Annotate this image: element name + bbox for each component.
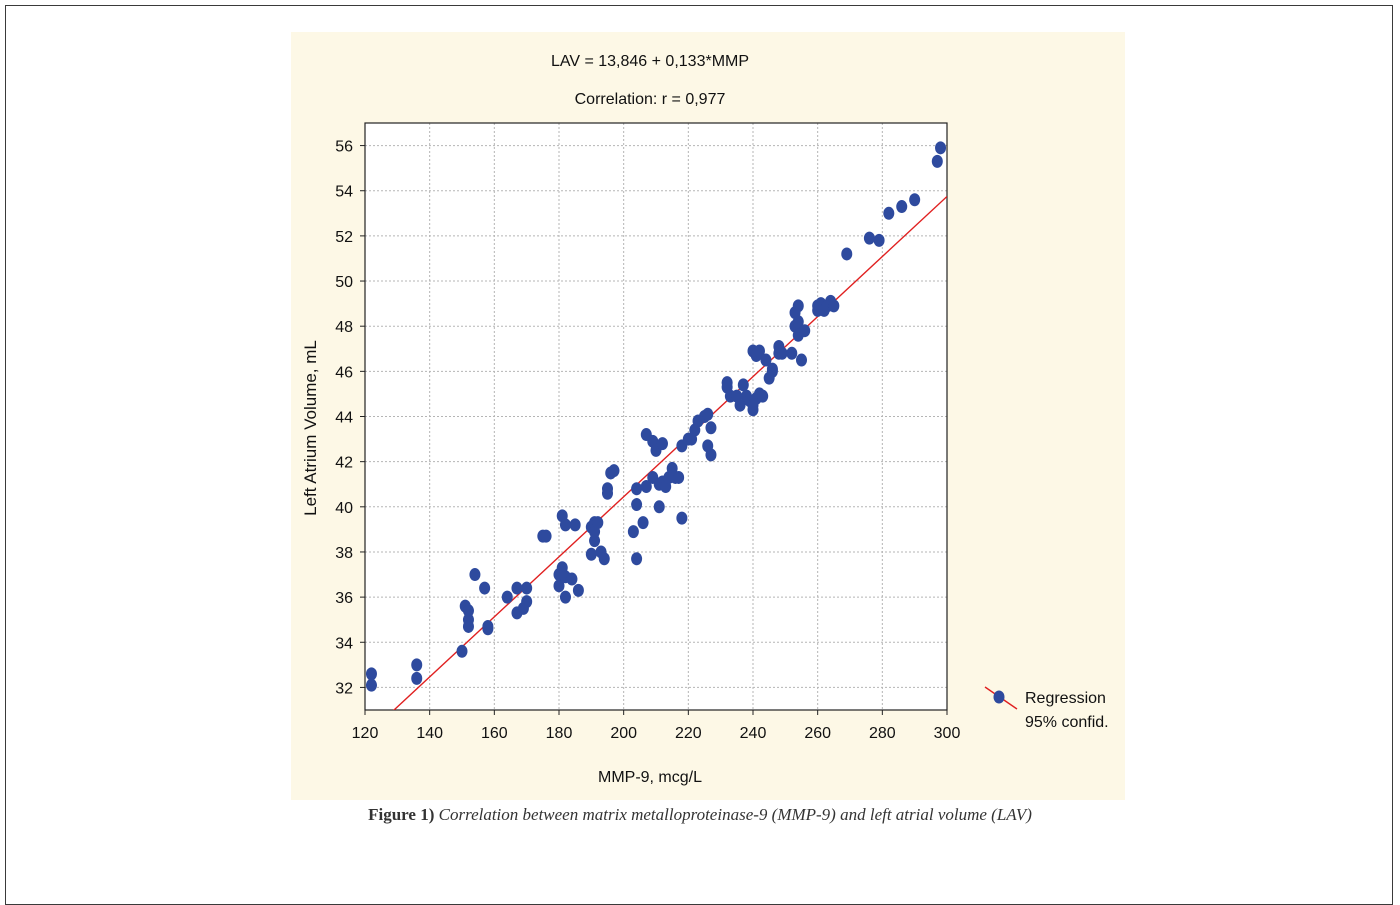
data-point [469, 568, 481, 582]
data-point [841, 247, 853, 261]
data-point [705, 421, 717, 435]
data-point [569, 518, 581, 532]
data-point [365, 678, 377, 692]
y-tick-label: 44 [335, 410, 353, 427]
data-point [462, 604, 474, 618]
data-point [511, 581, 523, 595]
data-point [931, 154, 943, 168]
data-point [521, 581, 533, 595]
y-tick-label: 32 [335, 680, 353, 697]
figure-caption: Figure 1) Correlation between matrix met… [0, 805, 1400, 825]
data-point [559, 518, 571, 532]
data-point [883, 206, 895, 220]
data-point [631, 482, 643, 496]
x-tick-label: 120 [352, 725, 379, 742]
data-point [796, 353, 807, 367]
x-tick-label: 280 [869, 725, 896, 742]
data-point [608, 464, 620, 478]
x-tick-label: 240 [740, 725, 767, 742]
y-tick-label: 34 [335, 635, 353, 652]
x-tick-label: 220 [675, 725, 702, 742]
chart-title: LAV = 13,846 + 0,133*MMP [551, 53, 749, 70]
data-point [566, 572, 578, 586]
y-tick-label: 48 [335, 319, 353, 336]
data-point [734, 398, 746, 412]
data-point [553, 579, 565, 593]
y-tick-label: 50 [335, 274, 353, 291]
data-point [753, 344, 765, 358]
chart-legend: Regression 95% confid. [984, 686, 1109, 731]
data-point [799, 324, 811, 338]
data-point [572, 583, 584, 597]
legend-point-marker [993, 690, 1005, 704]
legend-label-confidence: 95% confid. [1025, 714, 1109, 731]
data-point [598, 552, 610, 566]
y-tick-label: 38 [335, 545, 353, 562]
data-point [592, 516, 604, 530]
data-point [640, 479, 652, 493]
y-tick-label: 54 [335, 184, 353, 201]
data-point [776, 346, 788, 360]
data-point [521, 595, 533, 609]
data-point [501, 590, 513, 604]
legend-label-regression: Regression [1025, 690, 1106, 707]
data-point [828, 299, 840, 313]
data-point [462, 619, 474, 633]
data-point [585, 547, 597, 561]
data-point [653, 500, 665, 514]
data-point [637, 516, 649, 530]
data-point [757, 389, 769, 403]
scatter-chart: 120 140 160 180 200 220 240 260 280 300 32 34 36 38 40… [301, 53, 1109, 786]
caption-label: Figure 1) [368, 805, 435, 824]
data-point [479, 581, 491, 595]
axis-ticks: 120 140 160 180 200 220 240 260 280 300 32 34 36 38 40… [335, 139, 960, 742]
x-tick-label: 300 [934, 725, 961, 742]
data-point [792, 315, 804, 329]
data-point [792, 299, 804, 313]
data-point [909, 193, 921, 207]
data-point [540, 529, 552, 543]
y-tick-label: 46 [335, 364, 353, 381]
x-axis-label: MMP-9, mcg/L [598, 769, 702, 786]
data-point [702, 407, 714, 421]
data-point [631, 498, 643, 512]
data-point [786, 346, 798, 360]
data-point [559, 590, 571, 604]
data-point [873, 233, 885, 247]
data-point [482, 619, 494, 633]
data-point [589, 534, 601, 548]
data-point [863, 231, 875, 245]
data-point [760, 353, 772, 367]
data-point [456, 644, 468, 658]
data-point [935, 141, 947, 155]
data-point [411, 658, 423, 672]
data-point [673, 470, 685, 484]
x-tick-label: 180 [546, 725, 573, 742]
x-tick-label: 160 [481, 725, 508, 742]
y-axis-label: Left Atrium Volume, mL [301, 340, 320, 516]
y-tick-label: 52 [335, 229, 353, 246]
data-point [411, 671, 423, 685]
plot-area [365, 123, 947, 710]
data-point [631, 552, 643, 566]
data-point [365, 667, 377, 681]
data-point [602, 482, 613, 496]
data-point [627, 525, 639, 539]
x-tick-label: 260 [804, 725, 831, 742]
x-tick-label: 200 [610, 725, 637, 742]
data-point [766, 362, 778, 376]
data-point [896, 200, 908, 214]
data-point [656, 437, 668, 451]
y-tick-label: 56 [335, 139, 353, 156]
data-point [705, 448, 717, 462]
data-point [676, 511, 688, 525]
data-points [365, 141, 947, 692]
data-point [737, 378, 749, 392]
y-tick-label: 36 [335, 590, 353, 607]
x-tick-label: 140 [416, 725, 443, 742]
y-tick-label: 42 [335, 455, 353, 472]
y-tick-label: 40 [335, 500, 353, 517]
caption-text: Correlation between matrix metalloprotei… [438, 805, 1032, 824]
chart-subtitle: Correlation: r = 0,977 [575, 91, 726, 108]
